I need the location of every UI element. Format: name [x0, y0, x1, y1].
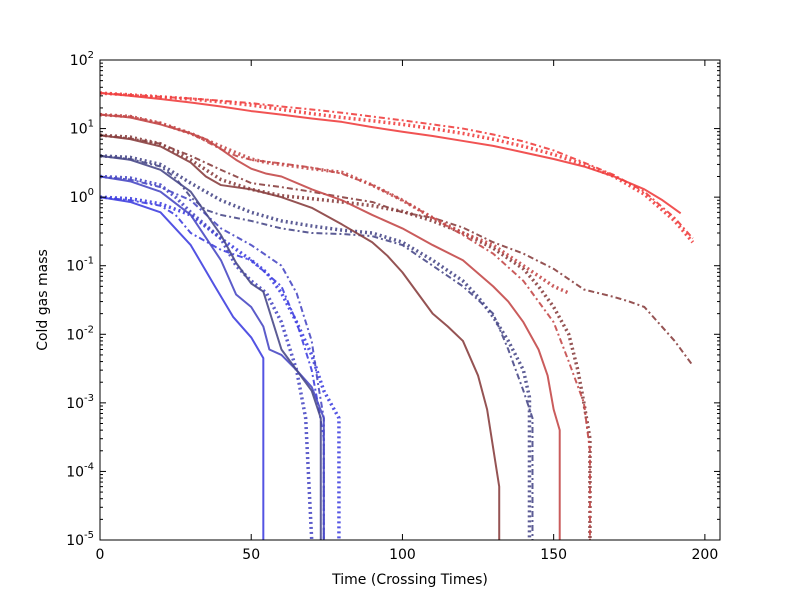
series-line-1: [99, 196, 265, 540]
y-tick-label: 101: [70, 119, 94, 138]
x-axis-label: Time (Crossing Times): [331, 572, 488, 588]
series-layer: [99, 91, 695, 541]
series-line-8: [99, 154, 532, 540]
y-tick-label: 10-2: [66, 324, 94, 343]
plot-frame: [99, 59, 721, 541]
x-tick-label: 100: [389, 547, 416, 563]
x-tick-label: 150: [540, 547, 567, 563]
series-line-2: [99, 195, 341, 540]
x-tick-label: 0: [96, 547, 105, 563]
ticks-layer: 0 50 100 150 200 10-5 10-4 10-3 10-2 10-1 100 101 10…: [66, 50, 720, 563]
series-line-5: [99, 174, 314, 541]
y-tick-label: 10-1: [66, 256, 94, 275]
y-tick-label: 10-3: [66, 393, 94, 412]
y-tick-label: 100: [70, 187, 94, 206]
y-tick-label: 10-5: [66, 530, 94, 549]
y-tick-label: 102: [70, 50, 94, 69]
y-axis-label: Cold gas mass: [35, 249, 51, 351]
series-line-4: [99, 175, 325, 540]
x-tick-label: 50: [242, 547, 260, 563]
series-line-15: [99, 113, 591, 540]
x-tick-label: 200: [692, 547, 719, 563]
series-line-6: [99, 175, 325, 540]
series-line-9: [99, 154, 534, 540]
y-tick-label: 10-4: [66, 461, 94, 480]
series-line-14: [99, 112, 570, 295]
series-line-10: [99, 134, 501, 540]
series-line-16: [99, 92, 682, 215]
series-line-7: [99, 154, 322, 540]
series-line-18: [99, 92, 694, 240]
